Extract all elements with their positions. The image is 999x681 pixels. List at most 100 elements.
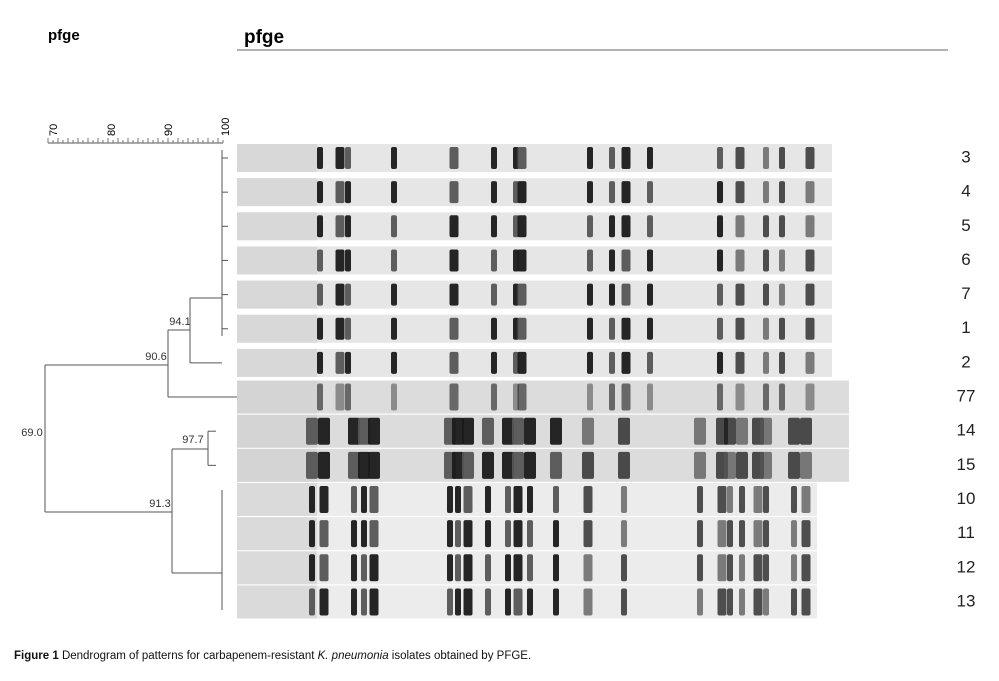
gel-band [735, 181, 745, 204]
gel-band [369, 486, 379, 513]
gel-band [583, 554, 593, 582]
lane-label: 1 [961, 318, 970, 337]
lane-label: 14 [957, 421, 976, 440]
gel-band [717, 283, 723, 306]
gel-band [517, 317, 527, 340]
gel-band [717, 249, 723, 272]
gel-band [753, 486, 763, 513]
gel-band [447, 520, 453, 548]
gel-band [345, 249, 351, 272]
gel-band [449, 283, 459, 306]
gel-band [739, 520, 745, 548]
dendrogram [44, 150, 237, 610]
gel-band [647, 249, 653, 272]
gel-band [319, 554, 329, 582]
gel-band [717, 215, 723, 238]
gel-band [609, 383, 615, 411]
gel-band [369, 520, 379, 548]
gel-band [553, 520, 559, 548]
gel-band [763, 249, 769, 272]
gel-band [647, 181, 653, 204]
gel-band [335, 351, 345, 374]
gel-band [621, 383, 631, 411]
gel-band [550, 417, 562, 445]
gel-band [735, 383, 745, 411]
gel-band [801, 486, 811, 513]
gel-band [724, 451, 736, 479]
lane-label: 2 [961, 352, 970, 371]
gel-band [391, 147, 397, 169]
gel-band [348, 417, 360, 445]
gel-band [335, 249, 345, 272]
gel-band [368, 417, 380, 445]
gel-band [717, 317, 723, 340]
gel-band [717, 520, 727, 548]
gel-band [452, 417, 464, 445]
gel-band [491, 215, 497, 238]
caption-text: Dendrogram of patterns for carbapenem-re… [61, 650, 315, 662]
lane: 11 [237, 517, 975, 551]
gel-band [587, 215, 593, 238]
gel-band [697, 588, 703, 616]
gel-band [462, 451, 474, 479]
gel-band [319, 520, 329, 548]
gel-band [763, 520, 769, 548]
scale-tick-label: 70 [48, 124, 60, 136]
gel-band [345, 283, 351, 306]
gel-band [345, 317, 351, 340]
gel-band [609, 181, 615, 204]
gel-band [735, 215, 745, 238]
caption-text: isolates obtained by PFGE. [391, 650, 532, 662]
gel-band [505, 486, 511, 513]
gel-band [447, 486, 453, 513]
gel-band [517, 249, 527, 272]
gel-band [779, 249, 785, 272]
gel-band [583, 588, 593, 616]
gel-band [587, 147, 593, 169]
gel-band [717, 486, 727, 513]
lane-background [237, 380, 849, 414]
gel-band [788, 451, 800, 479]
lane-shade [237, 212, 317, 241]
gel-band [736, 451, 748, 479]
gel-band [621, 147, 631, 169]
gel-band [739, 486, 745, 513]
gel-band [553, 588, 559, 616]
gel-band [449, 383, 459, 411]
lane: 3 [237, 144, 971, 172]
gel-band [491, 283, 497, 306]
gel-band [609, 283, 615, 306]
gel-band [621, 554, 627, 582]
gel-band [697, 486, 703, 513]
gel-band [462, 417, 474, 445]
gel-band [739, 588, 745, 616]
lane: 13 [237, 585, 975, 619]
gel-band [517, 383, 527, 411]
gel-band [763, 147, 769, 169]
gel-band [309, 486, 315, 513]
gel-band [805, 351, 815, 374]
lane: 6 [237, 246, 971, 275]
gel-band [361, 588, 367, 616]
gel-band [317, 215, 323, 238]
gel-band [345, 383, 351, 411]
gel-band [582, 417, 594, 445]
gel-band [587, 181, 593, 204]
gel-band [753, 554, 763, 582]
lane-shade [237, 551, 317, 585]
gel-band [801, 554, 811, 582]
lane: 14 [237, 414, 976, 448]
gel-band [735, 147, 745, 169]
gel-band [491, 351, 497, 374]
gel-band [491, 317, 497, 340]
gel-band [449, 215, 459, 238]
gel-band [455, 486, 461, 513]
caption: Figure 1 Dendrogram of patterns for carb… [14, 650, 531, 662]
gel-band [621, 249, 631, 272]
gel-band [335, 317, 345, 340]
gel-band [517, 147, 527, 169]
gel-band [805, 215, 815, 238]
gel-band [505, 588, 511, 616]
gel-band [317, 181, 323, 204]
